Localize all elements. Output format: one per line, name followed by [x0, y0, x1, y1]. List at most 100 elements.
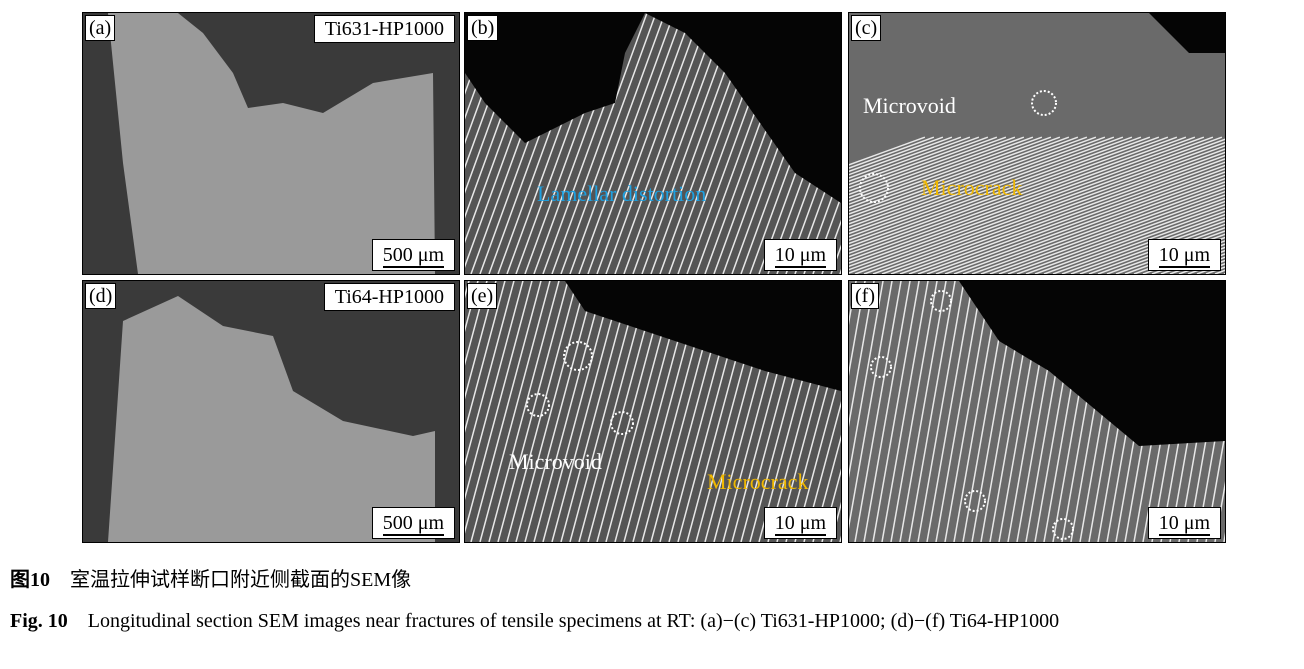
lamella-texture	[794, 145, 841, 274]
lamella-texture	[587, 13, 684, 274]
lamella-texture	[849, 136, 1097, 228]
lamella-texture	[614, 281, 686, 542]
lamella-texture	[1034, 204, 1225, 274]
lamella-texture	[623, 13, 720, 274]
lamella-texture	[605, 13, 702, 274]
panel-label: (d)	[85, 283, 117, 309]
lamella-texture	[479, 281, 551, 542]
annotation-lamellar-distortion: Lamellar distortion	[537, 181, 707, 206]
lamella-texture	[488, 281, 560, 542]
lamella-texture	[578, 281, 650, 542]
lamella-texture	[641, 281, 713, 542]
lamella-texture	[533, 281, 605, 542]
lamella-texture	[971, 181, 1225, 274]
panel-label: (e)	[467, 283, 498, 309]
lamella-texture	[890, 281, 938, 542]
lamella-texture	[803, 170, 841, 274]
lamella-texture	[497, 281, 569, 542]
sem-panel-c: (c) Microvoid Microcrack 10 μm	[848, 12, 1226, 275]
lamella-texture	[849, 136, 1025, 202]
panel-label: (a)	[85, 15, 116, 41]
lamella-texture	[650, 13, 747, 274]
lamella-texture	[849, 136, 1034, 205]
lamella-texture	[551, 13, 648, 274]
scale-bar: 10 μm	[763, 507, 837, 539]
lamella-texture	[872, 145, 1225, 274]
lamella-texture	[465, 281, 488, 366]
lamella-texture	[470, 281, 542, 542]
lamella-texture	[863, 281, 911, 542]
lamella-texture	[849, 136, 935, 169]
lamella-texture	[849, 281, 875, 428]
scale-bar: 10 μm	[763, 239, 837, 271]
lamella-texture	[849, 136, 1205, 268]
lamella-texture	[465, 13, 495, 95]
lamella-texture	[803, 401, 841, 542]
lamella-texture	[596, 281, 668, 542]
lamella-texture	[659, 13, 756, 274]
sem-panel-a: (a) Ti631-HP1000 500 μm	[82, 12, 460, 275]
lamella-texture	[962, 281, 1010, 542]
lamella-texture	[605, 281, 677, 542]
lamella-texture	[849, 136, 980, 186]
lamella-texture	[632, 13, 729, 274]
lamella-texture	[849, 136, 1223, 274]
lamella-texture	[849, 136, 1016, 199]
annotation-microcrack: Microcrack	[921, 175, 1023, 200]
lamella-texture	[465, 281, 533, 534]
annotation-microvoid: Microvoid	[863, 93, 956, 118]
caption-en-text: Longitudinal section SEM images near fra…	[87, 610, 1060, 632]
lamella-texture	[1079, 220, 1225, 274]
lamella-texture	[849, 281, 866, 377]
lamella-texture	[849, 136, 989, 189]
lamella-texture	[524, 281, 596, 542]
lamella-texture	[917, 161, 1225, 274]
lamella-texture	[785, 120, 841, 274]
lamella-texture	[542, 281, 614, 542]
lamella-texture	[1061, 213, 1225, 274]
lamella-texture	[849, 136, 971, 182]
caption-chinese: 图10 室温拉伸试样断口附近侧截面的SEM像	[10, 563, 411, 592]
annotation-microcrack: Microcrack	[707, 469, 809, 494]
lamella-texture	[980, 184, 1225, 274]
lamella-texture	[872, 281, 920, 542]
lamella-texture	[1196, 378, 1225, 542]
lamella-texture	[849, 136, 1061, 215]
panel-label: (b)	[467, 15, 499, 41]
lamella-texture	[849, 136, 953, 176]
lamella-texture	[908, 281, 956, 542]
lamella-texture	[560, 281, 632, 542]
lamella-texture	[1043, 207, 1225, 274]
sample-tag: Ti631-HP1000	[313, 15, 455, 43]
lamella-texture	[917, 281, 965, 542]
caption-cn-number: 图10	[10, 569, 50, 591]
lamella-texture	[1025, 200, 1225, 274]
lamella-texture	[881, 281, 929, 542]
lamella-texture	[632, 281, 704, 542]
lamella-texture	[953, 281, 1001, 542]
lamella-texture	[465, 281, 524, 501]
lamella-texture	[849, 136, 998, 192]
lamella-texture	[849, 136, 1043, 209]
sem-panel-d: (d) Ti64-HP1000 500 μm	[82, 280, 460, 543]
lamella-texture	[849, 136, 1070, 219]
scale-bar: 500 μm	[371, 507, 455, 539]
lamella-texture	[465, 281, 497, 400]
lamella-texture	[849, 136, 1007, 196]
scale-bar: 500 μm	[371, 239, 455, 271]
lamella-texture	[614, 13, 711, 274]
lamella-texture	[821, 468, 841, 542]
panel-label: (f)	[851, 283, 879, 309]
lamella-texture	[849, 136, 1088, 225]
lamella-texture	[854, 281, 902, 542]
lamella-texture	[1070, 217, 1225, 274]
sample-tag: Ti64-HP1000	[323, 283, 455, 311]
sem-panel-f: (f) 10 μm	[848, 280, 1226, 543]
lamella-texture	[849, 136, 1133, 241]
scale-bar: 10 μm	[1147, 239, 1221, 271]
lamella-texture	[849, 136, 1187, 261]
lamella-texture	[849, 136, 944, 173]
lamella-texture	[849, 281, 884, 479]
lamella-texture	[926, 164, 1225, 274]
lamella-texture	[551, 281, 623, 542]
